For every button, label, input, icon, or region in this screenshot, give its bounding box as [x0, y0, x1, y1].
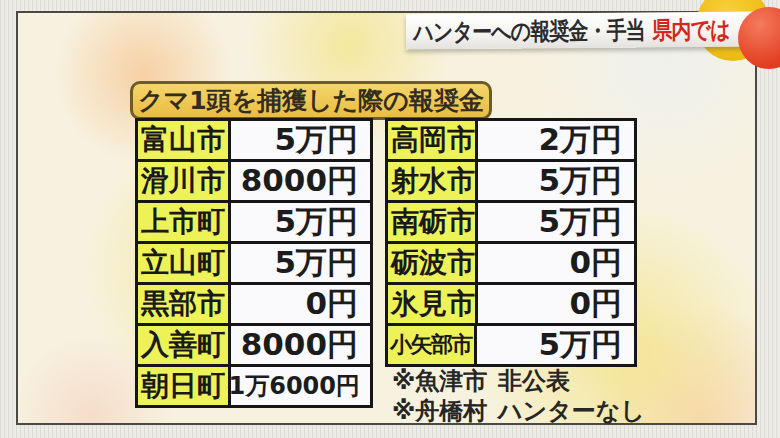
table-row: 滑川市8000円	[138, 159, 370, 200]
municipality-name: 南砺市	[388, 203, 478, 241]
table-row: 氷見市0円	[388, 282, 634, 323]
municipality-name: 朝日町	[138, 367, 231, 405]
municipality-name: 砺波市	[388, 244, 478, 282]
municipality-name: 滑川市	[138, 162, 231, 200]
table-row: 砺波市0円	[388, 241, 634, 282]
table-row: 小矢部市5万円	[388, 323, 634, 364]
table-row: 高岡市2万円	[388, 121, 634, 159]
municipality-name: 射水市	[388, 162, 478, 200]
tv-screen: クマ1頭を捕獲した際の報奨金 富山市5万円滑川市8000円上市町5万円立山町5万…	[0, 0, 780, 438]
info-board: クマ1頭を捕獲した際の報奨金 富山市5万円滑川市8000円上市町5万円立山町5万…	[16, 11, 757, 425]
headline-text: ハンターへの報奨金・手当 県内では	[406, 13, 730, 48]
note-value: 非公表	[498, 365, 570, 397]
reward-value: 0円	[478, 285, 634, 323]
reward-value: 0円	[231, 285, 370, 323]
municipality-name: 上市町	[138, 203, 231, 241]
reward-tables: 富山市5万円滑川市8000円上市町5万円立山町5万円黒部市0円入善町8000円朝…	[18, 13, 755, 423]
municipality-name: 入善町	[138, 326, 231, 364]
municipality-name: 高岡市	[388, 121, 478, 159]
notes: ※魚津市非公表※舟橋村ハンターなし	[392, 366, 645, 426]
headline-bar: ハンターへの報奨金・手当 県内では	[406, 11, 754, 49]
table-row: 入善町8000円	[138, 323, 370, 364]
table-row: 朝日町1万6000円	[138, 364, 370, 405]
reward-value: 5万円	[231, 244, 370, 282]
table-row: 立山町5万円	[138, 241, 370, 282]
reward-value: 1万6000円	[231, 367, 370, 405]
table-row: 黒部市0円	[138, 282, 370, 323]
reward-table-right: 高岡市2万円射水市5万円南砺市5万円砺波市0円氷見市0円小矢部市5万円	[385, 118, 637, 367]
reward-value: 5万円	[478, 162, 634, 200]
table-row: 射水市5万円	[388, 159, 634, 200]
note-value: ハンターなし	[498, 395, 645, 427]
headline-highlight: 県内では	[652, 13, 730, 46]
municipality-name: 立山町	[138, 244, 231, 282]
municipality-name: 黒部市	[138, 285, 231, 323]
reward-value: 5万円	[478, 203, 634, 241]
reward-value: 8000円	[231, 162, 370, 200]
reward-value: 8000円	[231, 326, 370, 364]
municipality-name: 氷見市	[388, 285, 478, 323]
headline-topic: ハンターへの報奨金・手当	[413, 14, 645, 48]
note-row: ※魚津市非公表	[392, 366, 645, 396]
reward-table-left: 富山市5万円滑川市8000円上市町5万円立山町5万円黒部市0円入善町8000円朝…	[135, 118, 373, 408]
reward-value: 5万円	[231, 203, 370, 241]
reward-value: 0円	[478, 244, 634, 282]
reward-value: 5万円	[231, 121, 370, 159]
note-municipality: ※魚津市	[392, 365, 498, 397]
table-row: 南砺市5万円	[388, 200, 634, 241]
reward-value: 2万円	[478, 121, 634, 159]
note-row: ※舟橋村ハンターなし	[392, 396, 645, 426]
table-row: 富山市5万円	[138, 121, 370, 159]
municipality-name: 小矢部市	[388, 326, 477, 364]
reward-value: 5万円	[477, 326, 634, 364]
table-row: 上市町5万円	[138, 200, 370, 241]
municipality-name: 富山市	[138, 121, 231, 159]
note-municipality: ※舟橋村	[392, 395, 498, 427]
